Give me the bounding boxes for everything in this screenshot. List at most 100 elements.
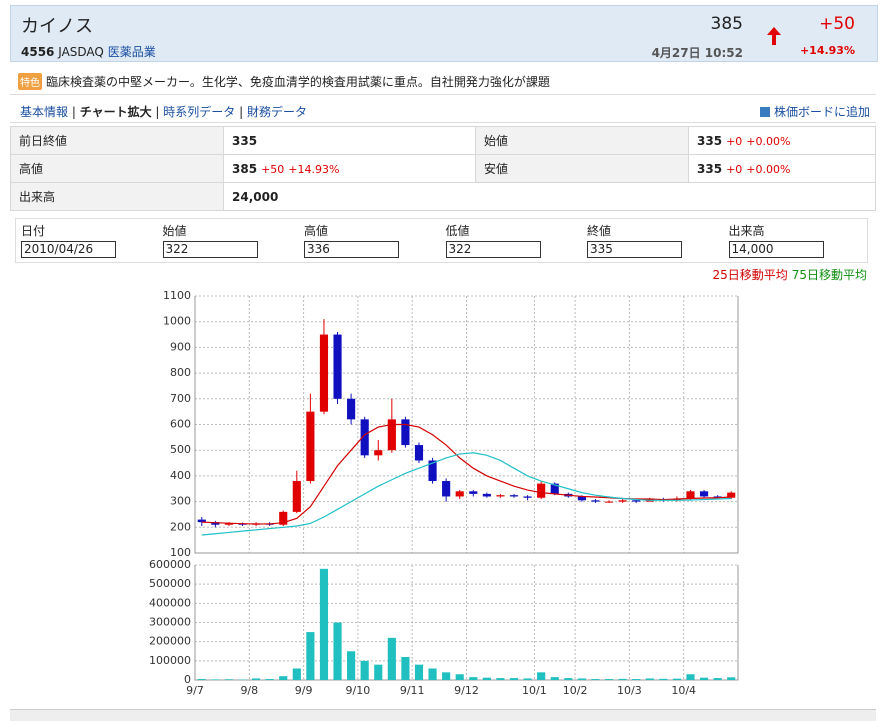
field-label: 低値 — [446, 222, 470, 239]
legend-entry: 75日移動平均 — [792, 268, 867, 282]
value: 24,000 — [232, 190, 278, 204]
sector-link[interactable]: 医薬品業 — [108, 45, 156, 59]
add-icon — [760, 107, 770, 117]
field-input[interactable]: 14,000 — [729, 241, 824, 258]
y-tick-label: 1100 — [163, 289, 191, 302]
candle-body — [619, 500, 627, 501]
nav-link[interactable]: 基本情報 — [20, 105, 68, 119]
volume-bar — [306, 632, 314, 680]
volume-bar — [632, 679, 640, 680]
cell-label: 出来高 — [11, 183, 224, 211]
volume-bar — [361, 661, 369, 680]
volume-bar — [211, 679, 219, 680]
field-label: 出来高 — [729, 222, 765, 239]
volume-bar — [428, 669, 436, 681]
cell-value: 335+0+0.00% — [689, 127, 876, 155]
feature-tag: 特色 — [18, 73, 42, 90]
volume-bar — [388, 638, 396, 680]
volume-bar — [727, 677, 735, 680]
field-input[interactable]: 322 — [163, 241, 258, 258]
candle-body — [605, 502, 613, 503]
x-tick-label: 9/12 — [454, 684, 479, 697]
value-change-pct: +0.00% — [746, 135, 790, 148]
volume-bar — [646, 678, 654, 680]
x-tick-label: 9/8 — [240, 684, 258, 697]
y-tick-label: 400000 — [149, 596, 191, 609]
change-pct: +14.93% — [800, 44, 855, 57]
candle-body — [469, 491, 477, 494]
x-tick-label: 9/11 — [400, 684, 425, 697]
candle-body — [401, 419, 409, 445]
y-tick-label: 200000 — [149, 635, 191, 648]
x-tick-label: 10/1 — [522, 684, 547, 697]
candle-body — [415, 445, 423, 460]
cell-label: 安値 — [476, 155, 689, 183]
volume-bar — [456, 674, 464, 680]
volume-bar — [686, 674, 694, 680]
volume-bar — [252, 678, 260, 680]
y-tick-label: 300 — [170, 495, 191, 508]
nav-link[interactable]: 時系列データ — [163, 105, 235, 119]
up-arrow — [765, 26, 783, 46]
nav-links: 基本情報 | チャート拡大 | 時系列データ | 財務データ — [20, 103, 307, 120]
volume-bar — [320, 569, 328, 680]
field-input[interactable]: 335 — [587, 241, 682, 258]
volume-bar — [659, 679, 667, 680]
field-input[interactable]: 322 — [446, 241, 541, 258]
y-tick-label: 600000 — [149, 558, 191, 571]
candle-body — [293, 481, 301, 512]
volume-bar — [510, 678, 518, 680]
volume-bar — [591, 679, 599, 680]
volume-bar — [496, 678, 504, 680]
y-tick-label: 200 — [170, 520, 191, 533]
header: カイノス 4556 JASDAQ 医薬品業 385 +50 4月27日 10:5… — [10, 5, 878, 62]
add-board-link[interactable]: 株価ボードに追加 — [774, 105, 870, 119]
field-label: 始値 — [163, 222, 187, 239]
volume-bar — [700, 678, 708, 680]
company-name: カイノス — [21, 12, 93, 38]
cell-label: 始値 — [476, 127, 689, 155]
volume-bar — [198, 679, 206, 680]
value-change: +0 — [726, 135, 742, 148]
volume-bar — [483, 678, 491, 680]
volume-bar — [374, 665, 382, 680]
value: 335 — [232, 134, 257, 148]
next-section — [10, 709, 876, 721]
candle-body — [496, 495, 504, 496]
value: 385 — [232, 162, 257, 176]
candle-body — [333, 335, 341, 399]
price: 385 — [711, 14, 743, 34]
add-board[interactable]: 株価ボードに追加 — [760, 103, 870, 120]
nav-link[interactable]: 財務データ — [247, 105, 307, 119]
candle-body — [537, 484, 545, 498]
value-change: +0 — [726, 163, 742, 176]
volume-bar — [442, 672, 450, 680]
field-input[interactable]: 2010/04/26 — [21, 241, 116, 258]
volume-bar — [673, 679, 681, 680]
volume-bar — [524, 678, 532, 680]
candle-body — [591, 500, 599, 501]
candle-body — [347, 399, 355, 420]
code: 4556 — [21, 45, 54, 59]
market: JASDAQ — [58, 45, 104, 59]
value: 335 — [697, 162, 722, 176]
candle-body — [306, 412, 314, 481]
y-tick-label: 900 — [170, 340, 191, 353]
volume-bar — [225, 679, 233, 680]
volume-bar — [293, 669, 301, 681]
chart: 1002003004005006007008009001000110001000… — [0, 285, 883, 705]
candle-body — [700, 491, 708, 496]
feature-row: 特色 臨床検査薬の中堅メーカー。生化学、免疫血清学的検査用試薬に重点。自社開発力… — [10, 68, 876, 95]
x-tick-label: 10/4 — [671, 684, 696, 697]
value-change-pct: +14.93% — [288, 163, 339, 176]
company-info: 4556 JASDAQ 医薬品業 — [21, 43, 156, 60]
field-input[interactable]: 336 — [304, 241, 399, 258]
y-tick-label: 600 — [170, 418, 191, 431]
field-label: 高値 — [304, 222, 328, 239]
nav-link-active[interactable]: チャート拡大 — [80, 105, 152, 119]
value-change: +50 — [261, 163, 284, 176]
y-tick-label: 100000 — [149, 654, 191, 667]
